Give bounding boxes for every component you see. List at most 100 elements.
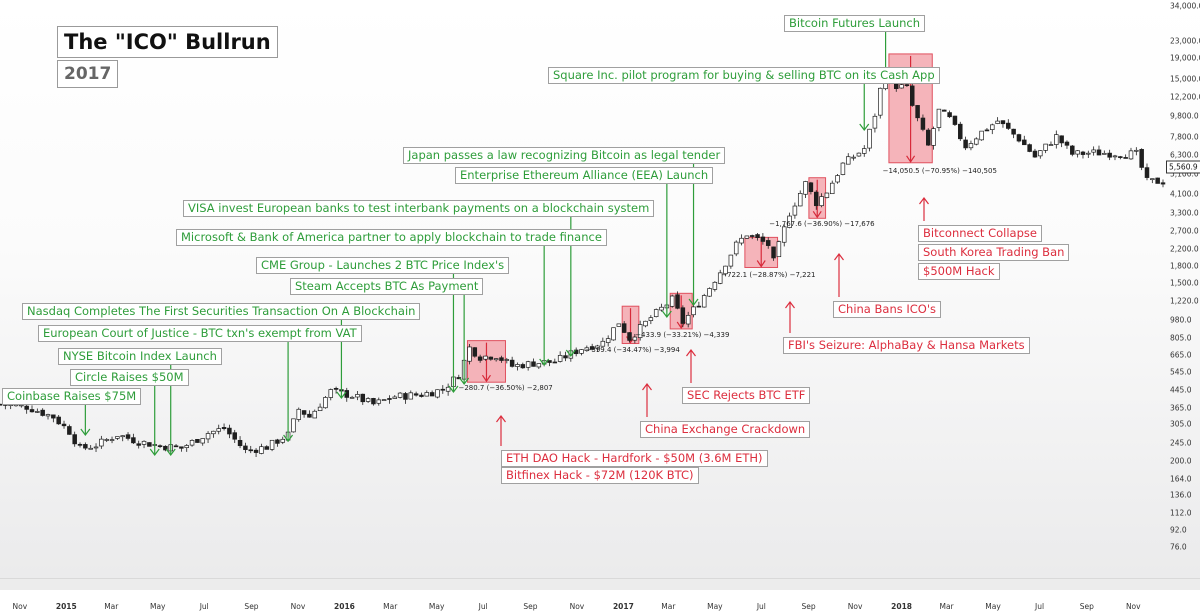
- candle: [600, 340, 606, 347]
- candle: [547, 360, 552, 363]
- candle: [1102, 152, 1107, 155]
- candle: [579, 349, 584, 354]
- event-label-bullish[interactable]: Coinbase Raises $75M: [2, 388, 142, 405]
- candle: [200, 438, 205, 444]
- event-label-bearish[interactable]: South Korea Trading Ban: [918, 244, 1070, 261]
- event-label-bearish[interactable]: $500M Hack: [918, 263, 1000, 280]
- candle: [1011, 128, 1016, 135]
- y-tick-label: 12,200.0: [1170, 92, 1200, 102]
- event-label-bullish[interactable]: Bitcoin Futures Launch: [784, 15, 926, 32]
- candle: [115, 436, 120, 439]
- event-label-bullish[interactable]: Square Inc. pilot program for buying & s…: [548, 67, 940, 84]
- drawdown-label: −433.9 (−33.21%) −4,339: [635, 330, 730, 339]
- candle: [835, 175, 840, 183]
- candle: [1048, 144, 1054, 146]
- candle: [355, 394, 360, 398]
- y-tick-label: 980.0: [1170, 315, 1192, 325]
- bullish-arrow-head: [565, 349, 576, 357]
- bullish-arrow-head: [283, 434, 294, 442]
- event-label-bearish[interactable]: China Exchange Crackdown: [640, 421, 811, 438]
- candle: [1155, 177, 1160, 184]
- candle: [296, 408, 302, 420]
- event-label-bullish[interactable]: Nasdaq Completes The First Securities Tr…: [22, 303, 421, 320]
- candle: [910, 85, 915, 106]
- candle: [803, 181, 808, 195]
- candle: [696, 305, 702, 308]
- y-tick-label: 665.0: [1170, 350, 1192, 360]
- candle: [632, 336, 638, 341]
- candle: [317, 406, 323, 412]
- x-tick-label: Mar: [383, 602, 398, 611]
- event-label-bullish[interactable]: CME Group - Launches 2 BTC Price Index's: [256, 257, 510, 274]
- event-label-bullish[interactable]: Steam Accepts BTC As Payment: [290, 278, 484, 295]
- candle: [216, 428, 221, 432]
- event-label-bullish[interactable]: VISA invest European banks to test inter…: [183, 200, 655, 217]
- candle: [648, 317, 654, 321]
- event-label-bearish[interactable]: ETH DAO Hack - Hardfork - $50M (3.6M ETH…: [501, 450, 768, 467]
- candle: [424, 392, 430, 397]
- bullish-arrow-head: [336, 391, 347, 399]
- event-label-bearish[interactable]: SEC Rejects BTC ETF: [682, 387, 811, 404]
- candle: [157, 445, 163, 448]
- time-axis[interactable]: Nov 2015 Mar May Jul Sep Nov 2016 Mar May Jul Sep No…: [0, 590, 1200, 616]
- event-label-bullish[interactable]: Japan passes a law recognizing Bitcoin a…: [403, 147, 726, 164]
- candle: [376, 399, 382, 404]
- candle: [1123, 157, 1128, 159]
- y-tick-label: 2,200.0: [1170, 244, 1199, 254]
- event-label-bearish[interactable]: Bitconnect Collapse: [918, 225, 1042, 242]
- chart-title: The "ICO" Bullrun: [57, 26, 278, 58]
- y-tick-label: 5,100.0: [1170, 169, 1199, 179]
- x-tick-label: Mar: [661, 602, 676, 611]
- event-label-bearish[interactable]: Bitfinex Hack - $72M (120K BTC): [501, 467, 699, 484]
- candle: [419, 394, 424, 397]
- candle: [701, 295, 707, 308]
- candle: [275, 439, 280, 444]
- candle: [744, 235, 750, 239]
- candle: [819, 196, 824, 207]
- candle: [387, 398, 392, 400]
- bullish-arrow-head: [859, 123, 870, 131]
- candle: [984, 129, 990, 132]
- candle: [1139, 149, 1144, 168]
- candle: [952, 115, 958, 125]
- candle: [221, 427, 227, 430]
- candle: [440, 388, 446, 391]
- candle: [483, 355, 488, 360]
- candle: [915, 105, 920, 119]
- y-tick-label: 7,800.0: [1170, 132, 1199, 141]
- y-tick-label: 4,100.0: [1170, 189, 1199, 199]
- candle: [728, 254, 734, 267]
- event-label-bullish[interactable]: Microsoft & Bank of America partner to a…: [176, 229, 607, 246]
- candle: [403, 393, 408, 400]
- candle: [227, 427, 232, 435]
- candle: [717, 272, 723, 284]
- candle: [173, 445, 179, 448]
- event-label-bullish[interactable]: Enterprise Ethereum Alliance (EEA) Launc…: [455, 167, 714, 184]
- candle: [488, 356, 494, 360]
- y-tick-label: 545.0: [1170, 367, 1192, 377]
- y-tick-label: 92.0: [1170, 525, 1187, 535]
- candle: [979, 130, 984, 141]
- event-label-bullish[interactable]: NYSE Bitcoin Index Launch: [58, 348, 222, 365]
- event-label-bearish[interactable]: FBI's Seizure: AlphaBay & Hansa Markets: [783, 337, 1030, 354]
- bullish-arrow-head: [688, 298, 699, 306]
- y-tick-label: 6,300.0: [1170, 150, 1199, 160]
- x-tick-label: Sep: [523, 602, 538, 611]
- event-label-bullish[interactable]: European Court of Justice - BTC txn's ex…: [38, 325, 362, 342]
- candle: [878, 87, 883, 116]
- candle: [1091, 149, 1096, 153]
- bullish-arrow-head: [165, 448, 176, 456]
- candle: [253, 449, 259, 453]
- candle: [248, 449, 253, 452]
- candle: [1006, 122, 1011, 129]
- candle: [968, 143, 974, 149]
- event-label-bullish[interactable]: Circle Raises $50M: [70, 369, 189, 386]
- event-label-bearish[interactable]: China Bans ICO's: [833, 301, 942, 318]
- drawdown-label: −1,767.6 (−36.90%) −17,676: [769, 220, 875, 229]
- y-tick-label: 445.0: [1170, 385, 1192, 395]
- candle: [899, 84, 904, 89]
- candle: [131, 437, 136, 444]
- candle: [61, 423, 67, 427]
- candle: [259, 446, 264, 454]
- candle: [829, 182, 835, 195]
